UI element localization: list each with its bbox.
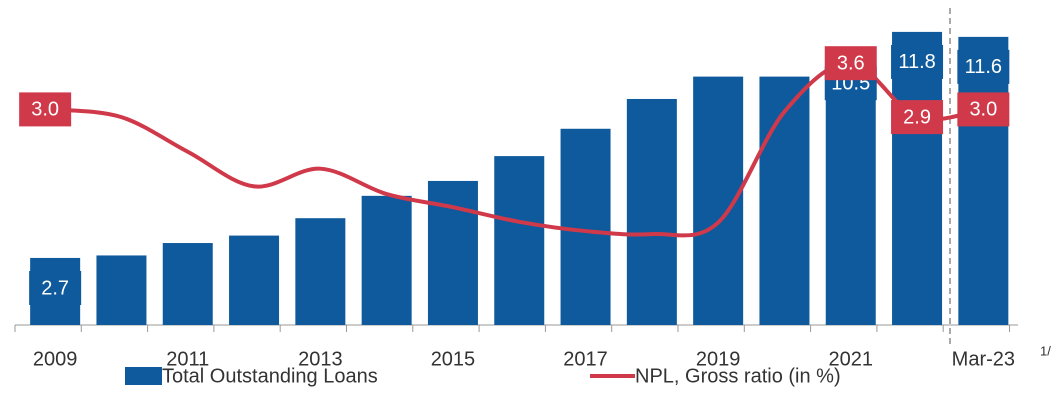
footnote: 1/ bbox=[1040, 343, 1051, 358]
bar bbox=[958, 36, 1009, 325]
legend-label: Total Outstanding Loans bbox=[162, 365, 378, 387]
x-tick-label: 2021 bbox=[829, 348, 874, 370]
value-label-box bbox=[891, 44, 944, 79]
x-tick-label: 2013 bbox=[298, 348, 343, 370]
x-tick-label: 2011 bbox=[166, 348, 209, 370]
x-tick-label: 2015 bbox=[431, 348, 476, 370]
bar bbox=[825, 64, 876, 326]
value-label: 3.0 bbox=[31, 99, 59, 121]
value-label-box bbox=[824, 46, 877, 81]
bar bbox=[229, 235, 280, 325]
legend-label: NPL, Gross ratio (in %) bbox=[635, 365, 841, 387]
value-label: 3.6 bbox=[837, 52, 865, 74]
bar bbox=[361, 195, 412, 325]
legend-swatch bbox=[125, 367, 162, 385]
value-label: 2.7 bbox=[41, 277, 69, 299]
x-tick-label: 2017 bbox=[563, 348, 608, 370]
value-label: 2.9 bbox=[903, 106, 931, 128]
value-label-box bbox=[19, 92, 72, 127]
x-tick-label: 2019 bbox=[696, 348, 741, 370]
bar bbox=[96, 255, 147, 325]
value-label-box bbox=[957, 49, 1010, 84]
value-label-box bbox=[29, 271, 82, 305]
value-label-box bbox=[957, 92, 1010, 127]
bar bbox=[295, 218, 346, 325]
bar bbox=[560, 128, 611, 325]
value-label-box bbox=[891, 100, 944, 135]
value-label: 11.6 bbox=[965, 56, 1002, 78]
x-tick-label: Mar-23 bbox=[952, 348, 1015, 370]
bar bbox=[494, 156, 545, 325]
bar bbox=[626, 98, 677, 325]
bar bbox=[892, 31, 943, 325]
value-label: 3.0 bbox=[969, 99, 997, 121]
value-label: 11.8 bbox=[898, 51, 935, 73]
x-tick-label: 2009 bbox=[33, 348, 78, 370]
bar bbox=[759, 76, 810, 325]
bar bbox=[162, 243, 213, 325]
